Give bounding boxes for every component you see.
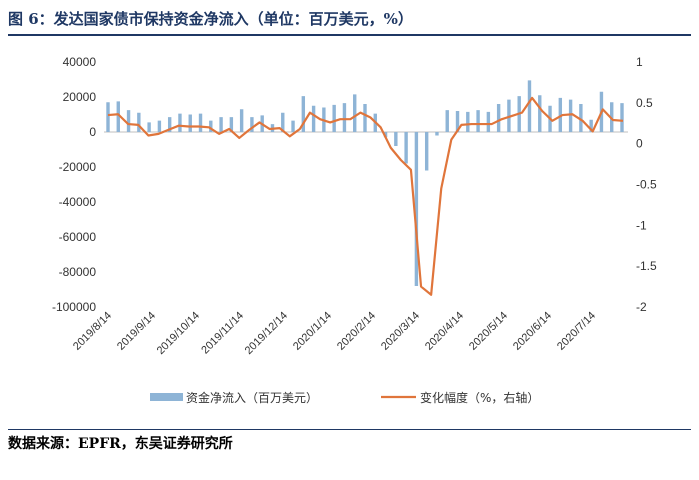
source-divider	[8, 429, 691, 430]
bar	[620, 103, 624, 133]
bar	[424, 132, 429, 171]
legend: 资金净流入（百万美元） 变化幅度（%，右轴）	[150, 390, 539, 405]
bar	[229, 117, 234, 133]
bar	[568, 99, 573, 133]
bar	[445, 110, 449, 133]
bar	[363, 104, 367, 132]
chart-title: 图 6：发达国家债市保持资金净流入（单位：百万美元，%）	[8, 10, 413, 28]
bar	[311, 105, 316, 132]
bar	[301, 96, 306, 133]
bar	[414, 132, 419, 286]
legend-bar-swatch	[150, 393, 183, 401]
bar	[178, 113, 182, 133]
bar	[188, 114, 192, 132]
bar	[404, 132, 408, 164]
bar	[527, 80, 532, 133]
left-tick-label: 0	[89, 125, 96, 139]
bar	[558, 97, 563, 133]
bar	[435, 132, 439, 136]
x-tick-label: 2020/5/14	[467, 310, 510, 353]
left-tick-label: -20000	[59, 160, 97, 174]
bar	[342, 103, 347, 133]
bar-series	[106, 80, 624, 286]
bar	[579, 104, 583, 132]
bar	[332, 104, 336, 133]
left-tick-label: 40000	[63, 55, 97, 69]
left-tick-label: -100000	[52, 300, 96, 314]
bar	[281, 112, 285, 132]
x-tick-label: 2020/3/14	[379, 310, 422, 353]
x-tick-label: 2020/7/14	[555, 310, 598, 353]
source-note: 数据来源：EPFR，东吴证券研究所	[8, 436, 233, 452]
bar	[219, 117, 223, 133]
bar	[589, 119, 593, 132]
right-tick-label: -2	[636, 300, 647, 314]
right-tick-label: -1	[636, 218, 647, 232]
legend-line-label: 变化幅度（%，右轴）	[420, 390, 539, 405]
bar	[610, 102, 614, 132]
bar	[476, 110, 480, 133]
right-tick-label: 0	[636, 137, 643, 151]
right-tick-label: 0.5	[636, 96, 653, 110]
bar	[157, 120, 162, 133]
bar	[137, 112, 141, 132]
bar	[116, 101, 120, 133]
bar	[198, 113, 203, 133]
right-tick-label: 1	[636, 55, 643, 69]
bar	[291, 120, 295, 133]
x-tick-label: 2019/11/14	[199, 310, 246, 357]
legend-bar-label: 资金净流入（百万美元）	[186, 390, 318, 405]
x-tick-label: 2019/12/14	[243, 310, 290, 357]
bar	[466, 111, 470, 133]
left-tick-label: -40000	[59, 195, 97, 209]
right-tick-label: -1.5	[636, 259, 657, 273]
x-tick-label: 2020/6/14	[511, 310, 554, 353]
bar	[239, 109, 244, 132]
x-axis-ticks: 2019/8/14 2019/9/142019/10/142019/11/1420…	[71, 310, 598, 357]
left-tick-label: -60000	[59, 230, 97, 244]
left-tick-label: 20000	[63, 90, 97, 104]
bar	[167, 117, 172, 133]
bar	[126, 110, 131, 133]
bar	[383, 132, 388, 138]
right-axis-ticks: 1 0.5 0 -0.5 -1 -1.5 -2	[636, 55, 657, 314]
bar	[486, 111, 491, 133]
change-line-series	[107, 96, 624, 296]
bar	[538, 95, 542, 132]
right-tick-label: -0.5	[636, 178, 657, 192]
bar	[394, 132, 398, 146]
left-tick-label: -80000	[59, 265, 97, 279]
bar	[106, 102, 110, 132]
bar	[209, 120, 213, 133]
x-tick-label: 2020/4/14	[423, 310, 466, 353]
title-divider	[8, 34, 691, 36]
bar	[353, 94, 357, 133]
bar	[147, 122, 151, 133]
x-tick-label: 2019/9/14	[115, 310, 158, 353]
x-tick-label: 2019/8/14	[71, 310, 114, 353]
x-tick-label: 2020/1/14	[291, 310, 334, 353]
bar	[496, 104, 501, 132]
x-tick-label: 2020/2/14	[335, 310, 378, 353]
bar	[250, 117, 254, 133]
x-tick-label: 2019/10/14	[155, 310, 202, 357]
left-axis-ticks: 40000 20000 0 -20000 -40000 -60000 -80000 -1000…	[52, 55, 96, 314]
bar	[455, 111, 460, 132]
